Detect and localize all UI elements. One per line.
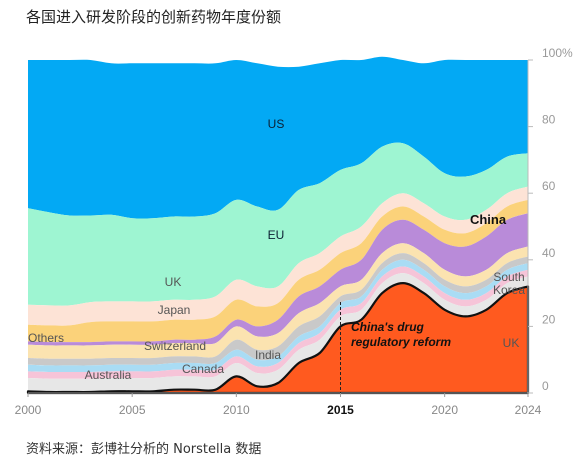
y-tick-label: 0 xyxy=(542,379,549,393)
label-canada: Canada xyxy=(182,362,224,376)
area-japan xyxy=(28,199,528,343)
y-tick-label: 80 xyxy=(542,113,556,127)
x-tick-label: 2000 xyxy=(15,403,42,417)
area-us xyxy=(28,56,528,219)
x-tick-label: 2020 xyxy=(431,403,458,417)
area-others xyxy=(28,273,528,393)
series-labels: US EU China UK Japan Switzerland Others Austral… xyxy=(28,117,525,382)
area-uk xyxy=(28,186,528,326)
label-india: India xyxy=(255,348,281,362)
label-eu: EU xyxy=(268,228,285,242)
label-uk: UK xyxy=(503,336,520,350)
label-australia: Australia xyxy=(85,368,132,382)
area-china xyxy=(28,283,528,393)
source-note: 资料来源：彭博社分析的 Norstella 数据 xyxy=(26,442,262,457)
label-others: Others xyxy=(28,331,64,345)
series-areas xyxy=(28,56,528,393)
x-tick-label: 2005 xyxy=(119,403,146,417)
y-tick-label: 20 xyxy=(542,312,556,326)
x-tick-label: 2024 xyxy=(515,403,542,417)
x-tick-label: 2015 xyxy=(327,403,354,417)
axes: 0 20 40 60 80 100% 2000 2005 2010 2015 2020 2024 xyxy=(15,46,573,417)
label-china: China xyxy=(470,212,507,227)
label-us: US xyxy=(268,117,285,131)
area-switzerland xyxy=(28,243,528,359)
label-japan: Japan xyxy=(158,303,191,317)
y-tick-label: 100% xyxy=(542,46,573,60)
label-switzerland: Switzerland xyxy=(144,339,206,353)
reform-annotation: China's drug regulatory reform xyxy=(351,320,451,349)
area-eu xyxy=(28,142,528,306)
y-tick-label: 60 xyxy=(542,179,556,193)
chart-title: 各国进入研发阶段的创新药物年度份额 xyxy=(26,8,282,26)
x-tick-label: 2010 xyxy=(223,403,250,417)
label-uk: UK xyxy=(165,275,182,289)
y-tick-label: 40 xyxy=(542,246,556,260)
label-south-korea: South Korea xyxy=(493,270,525,297)
